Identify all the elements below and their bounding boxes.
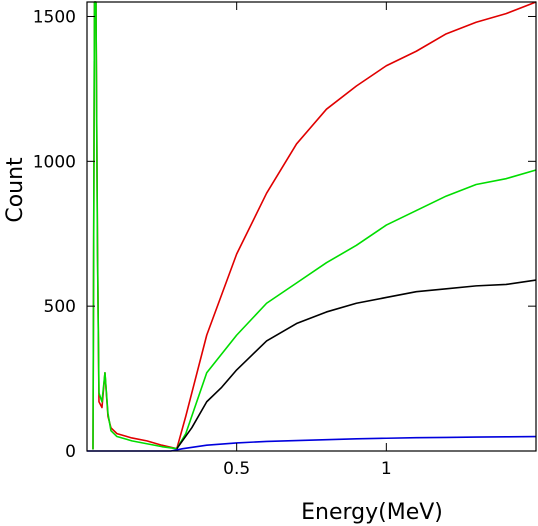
y-tick-label: 1000 bbox=[33, 152, 76, 172]
y-axis-title: Count bbox=[3, 157, 28, 223]
series-line-0 bbox=[92, 1, 537, 450]
x-tick-label: 1 bbox=[381, 459, 392, 479]
x-axis-title: Energy(MeV) bbox=[301, 500, 443, 525]
series-layer bbox=[87, 1, 537, 452]
y-tick-label: 500 bbox=[44, 297, 76, 317]
x-tick-label: 0.5 bbox=[223, 459, 250, 479]
y-tick-label: 0 bbox=[65, 442, 76, 462]
series-line-2 bbox=[176, 279, 537, 450]
labels-layer: 0.5 1 0 500 1000 1500 bbox=[33, 7, 392, 479]
y-tick-label: 1500 bbox=[33, 7, 76, 27]
plot-frame bbox=[86, 1, 537, 452]
series-line-1 bbox=[92, 1, 537, 450]
axes-layer bbox=[86, 1, 537, 452]
series-line-3 bbox=[87, 435, 537, 452]
